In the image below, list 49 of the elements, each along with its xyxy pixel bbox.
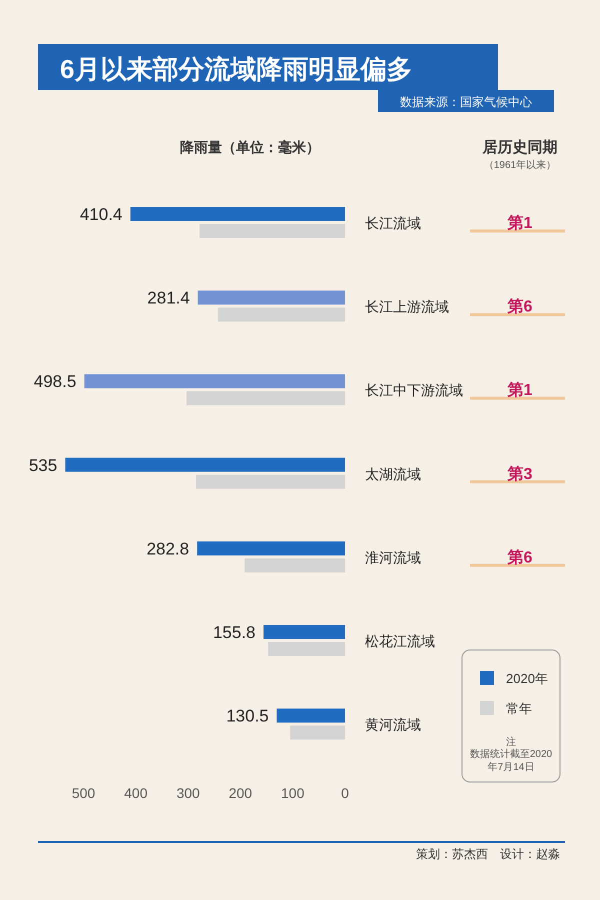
y-tick-label: 太湖流域	[365, 466, 421, 482]
text: 居历史同期	[482, 139, 558, 156]
text: 数据来源：国家气候中心	[400, 95, 532, 109]
bar	[198, 290, 345, 305]
bar	[196, 474, 345, 489]
x-tick-label: 200	[228, 785, 252, 801]
legend-label: 常年	[506, 701, 532, 716]
data-label: 535	[28, 456, 58, 475]
bar	[264, 625, 345, 639]
legend-label: 2020年	[506, 671, 548, 686]
x-tick-label: 400	[124, 785, 148, 801]
x-tick-label: 500	[72, 785, 96, 801]
y-tick-label: 松花江流域	[365, 633, 435, 649]
text: （1961年以来）	[484, 159, 556, 171]
chart-title: 6月以来部分流域降雨明显偏多	[60, 54, 412, 84]
bar	[290, 726, 345, 740]
data-label: 281.4	[147, 288, 190, 308]
text: 第1	[506, 381, 533, 400]
bar	[130, 207, 345, 221]
bar	[186, 391, 345, 406]
x-tick-label: 100	[281, 785, 305, 801]
data-label: 410.4	[80, 205, 122, 224]
text: 策划：苏杰西 设计：赵淼	[416, 847, 560, 861]
x-axis-title: 降雨量（单位：毫米）	[180, 139, 320, 155]
y-tick-label: 长江上游流域	[365, 298, 449, 315]
bar	[84, 374, 345, 388]
data-label: 130.5	[226, 706, 269, 726]
text: 数据统计截至2020年7月14日	[468, 748, 554, 774]
data-label: 498.5	[34, 372, 76, 392]
y-tick-label: 长江中下游流域	[365, 382, 463, 398]
bar	[268, 642, 345, 656]
bar	[218, 308, 345, 322]
text: 第1	[506, 214, 533, 232]
x-tick-label: 0	[341, 785, 350, 801]
bar	[197, 541, 345, 556]
data-label: 155.8	[212, 623, 256, 642]
y-tick-label: 黄河流域	[365, 716, 421, 733]
bar	[244, 558, 345, 572]
text: 第6	[506, 548, 533, 566]
text: 第3	[506, 464, 533, 483]
data-label: 282.8	[146, 539, 190, 558]
bar	[276, 708, 345, 723]
y-tick-label: 淮河流域	[365, 549, 421, 566]
text: 第6	[506, 298, 533, 316]
x-tick-label: 300	[176, 785, 200, 801]
y-tick-label: 长江流域	[365, 215, 421, 231]
bar	[200, 224, 345, 238]
bar	[65, 458, 345, 472]
text: 注	[506, 736, 516, 748]
